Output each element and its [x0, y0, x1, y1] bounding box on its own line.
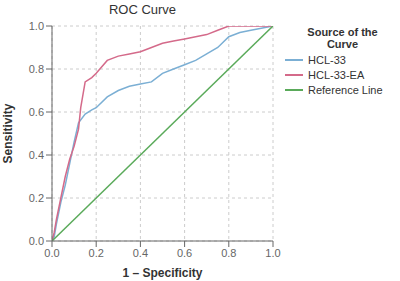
html-text:Curve: Curve — [326, 38, 359, 50]
svg-text:1 – Specificity: 1 – Specificity — [122, 266, 202, 280]
svg-text:0.4: 0.4 — [133, 247, 148, 259]
svg-text:0.2: 0.2 — [29, 192, 44, 204]
svg-text:0.6: 0.6 — [29, 106, 44, 118]
svg-text:1.0: 1.0 — [265, 247, 280, 259]
html-text:ROC Curve: ROC Curve — [108, 2, 177, 17]
html-text:HCL-33: HCL-33 — [308, 54, 346, 66]
svg-text:Sensitivity: Sensitivity — [8, 103, 15, 163]
svg-text:0.8: 0.8 — [29, 63, 44, 75]
svg-text:0.6: 0.6 — [177, 247, 192, 259]
svg-text:0.4: 0.4 — [29, 149, 44, 161]
html-text:HCL-33-EA: HCL-33-EA — [308, 69, 365, 81]
svg-text:0.0: 0.0 — [44, 247, 59, 259]
svg-text:1.0: 1.0 — [29, 20, 44, 32]
html-text:Source of the: Source of the — [307, 26, 378, 38]
svg-text:0.8: 0.8 — [221, 247, 236, 259]
svg-text:0.2: 0.2 — [89, 247, 104, 259]
svg-text:0.0: 0.0 — [29, 235, 44, 247]
html-text:Reference Line: Reference Line — [308, 84, 383, 96]
